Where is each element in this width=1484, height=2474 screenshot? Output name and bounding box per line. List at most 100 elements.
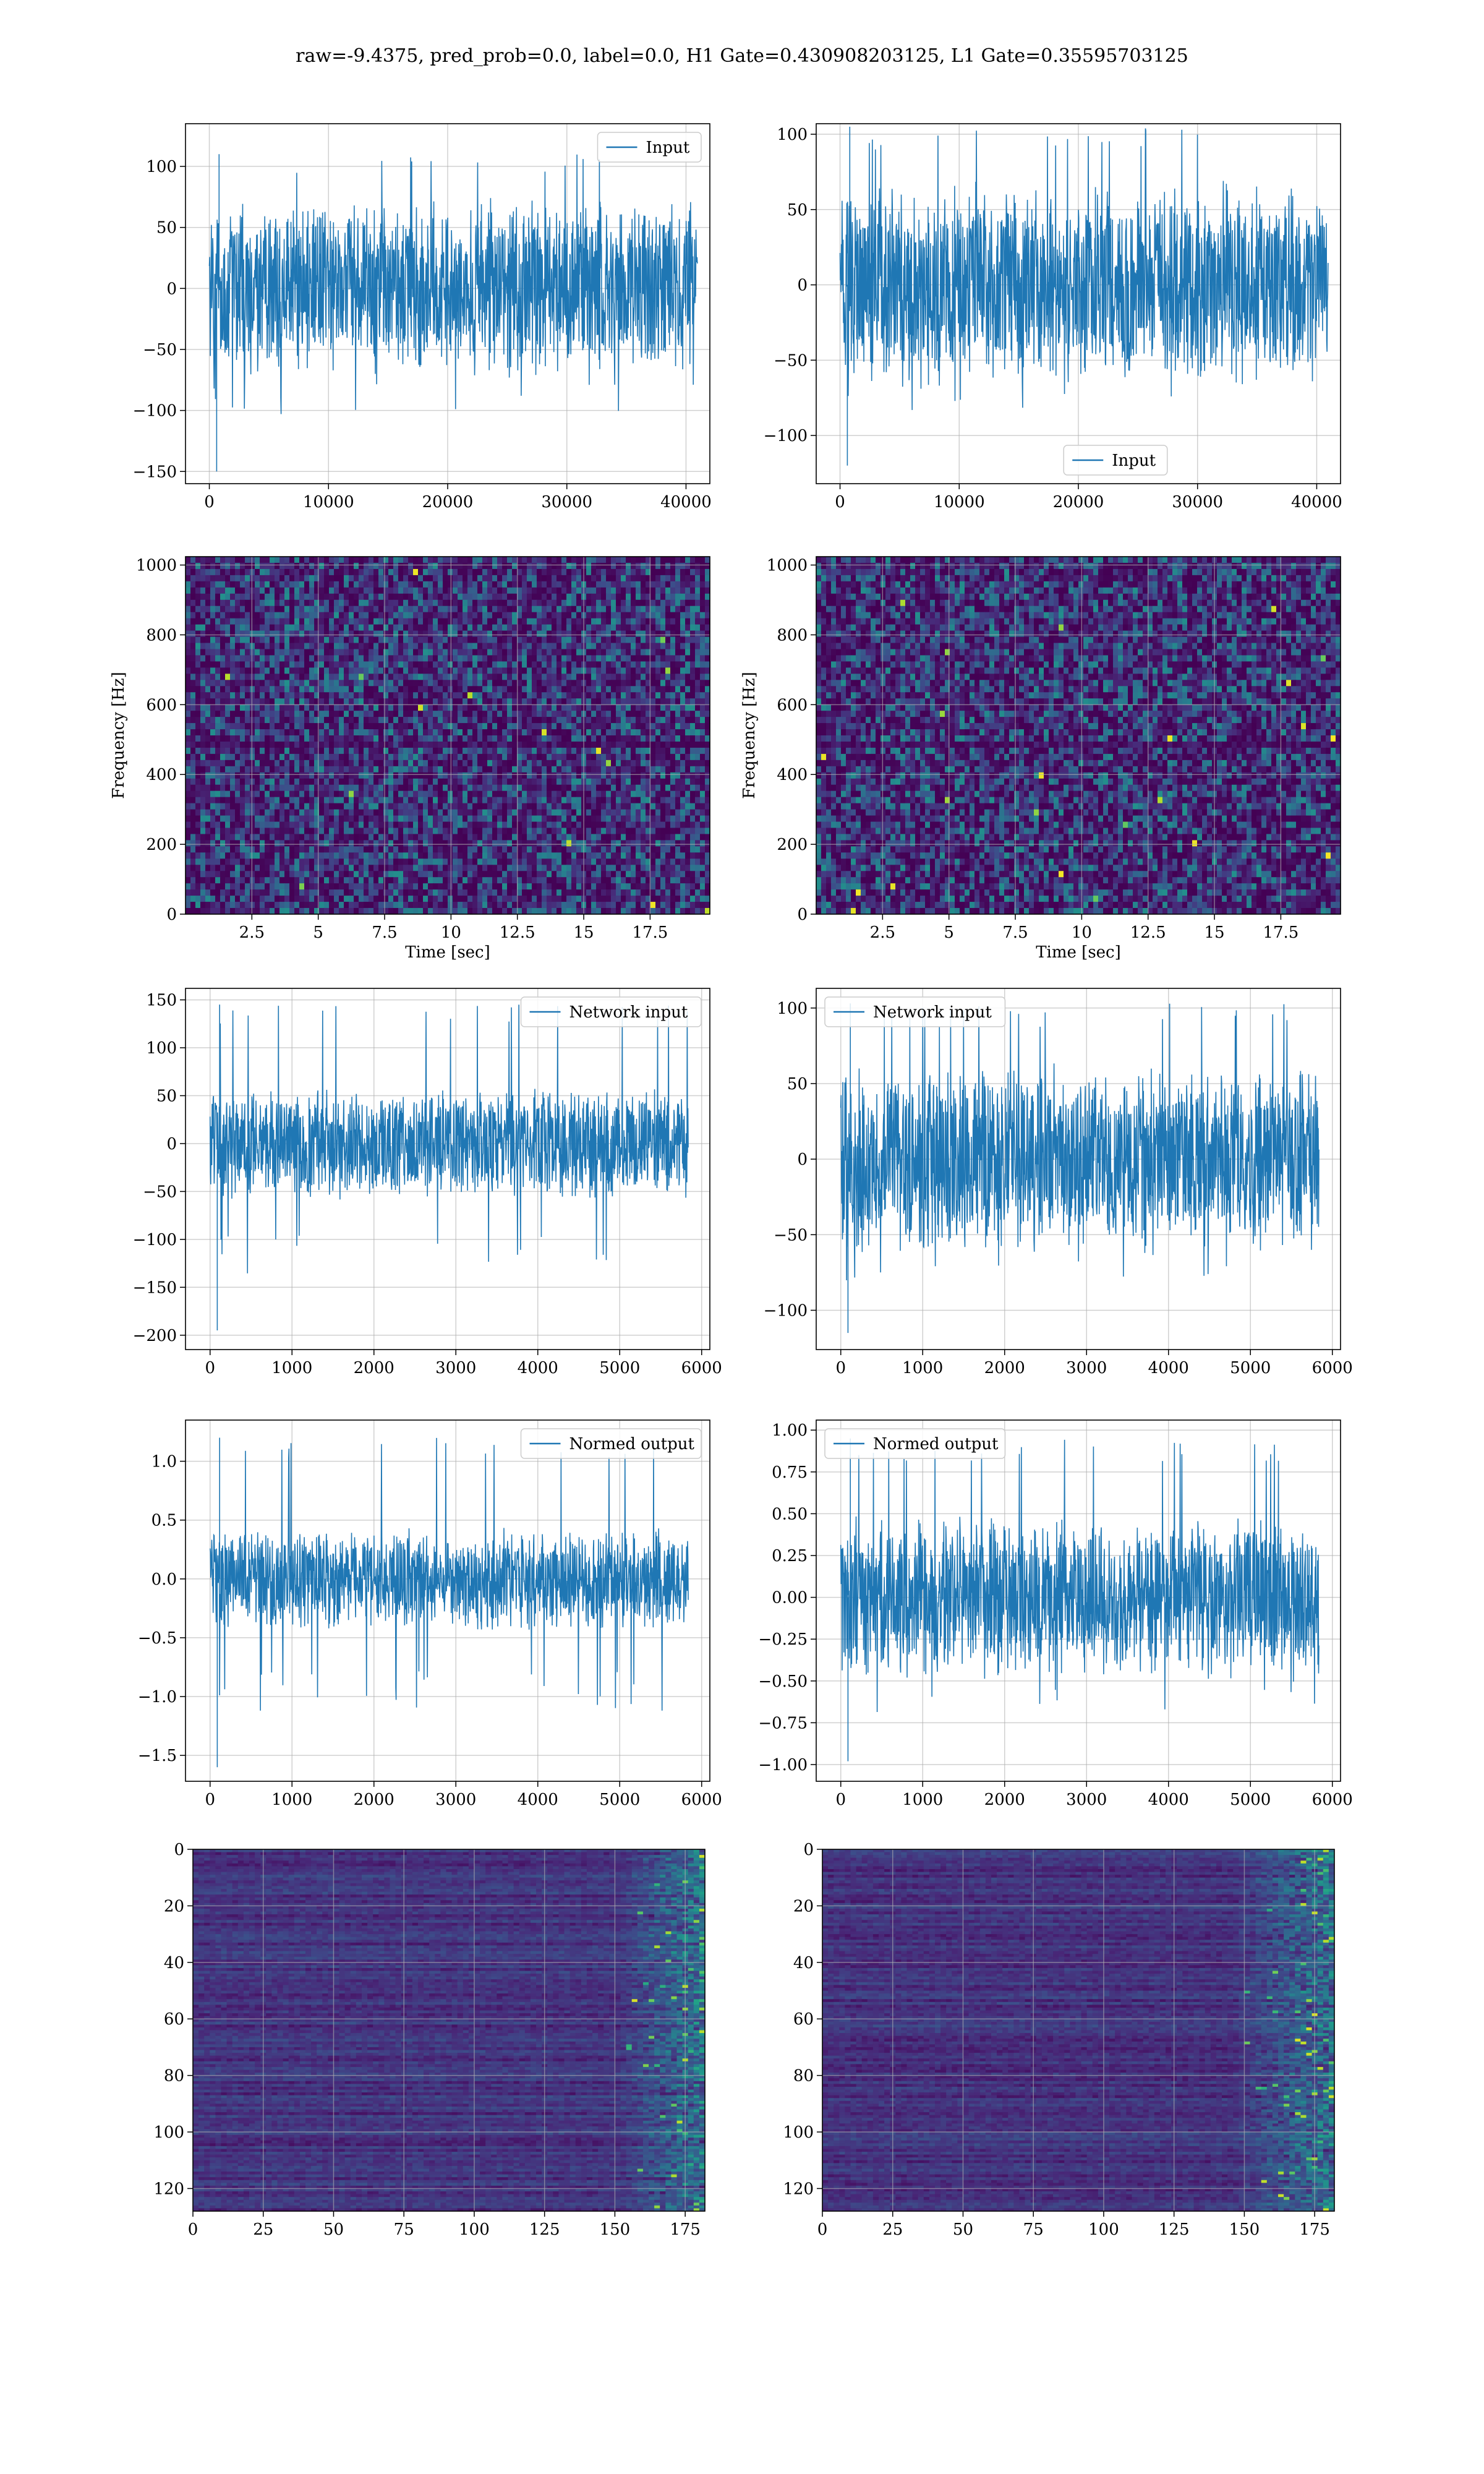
y-tick-label: 80 [793,2067,814,2086]
x-tick-label: 10 [1072,923,1092,942]
x-tick-label: 4000 [518,1359,558,1377]
y-tick-label: 20 [793,1897,814,1915]
y-axis-label: Frequency [Hz] [109,672,128,799]
legend-label: Normed output [873,1435,999,1453]
x-tick-label: 0 [205,1359,215,1377]
y-tick-label: 100 [777,999,808,1018]
y-tick-label: 0.5 [151,1512,177,1530]
x-tick-label: 100 [1088,2220,1119,2239]
y-tick-label: 120 [153,2180,184,2198]
y-axis-label: Frequency [Hz] [740,672,759,799]
y-tick-label: 600 [777,696,808,714]
legend: Normed output [825,1429,1005,1458]
legend: Network input [521,997,702,1027]
y-tick-label: 800 [146,626,177,644]
x-tick-label: 175 [670,2220,701,2239]
y-tick-label: 600 [146,696,177,714]
y-tick-label: −50 [143,341,177,359]
x-tick-label: 6000 [681,1359,722,1377]
x-tick-label: 10000 [934,493,985,511]
x-tick-label: 30000 [1172,493,1223,511]
y-tick-label: 800 [777,626,808,644]
x-tick-label: 2000 [354,1359,394,1377]
y-tick-label: 0.75 [772,1463,808,1482]
series-line [840,127,1328,466]
y-tick-label: −100 [764,1301,808,1320]
y-tick-label: 0.00 [772,1589,808,1607]
x-tick-label: 7.5 [372,923,397,942]
heatmap-cells [193,1849,706,2212]
y-tick-label: −200 [133,1327,177,1345]
x-tick-label: 40000 [660,493,712,511]
x-tick-label: 75 [1023,2220,1044,2239]
x-tick-label: 40000 [1291,493,1342,511]
x-tick-label: 2.5 [870,923,895,942]
x-tick-label: 2000 [984,1359,1025,1377]
grid-lines [186,988,710,1350]
legend: Input [1064,445,1167,475]
x-tick-label: 6000 [681,1791,722,1809]
figure-title: raw=-9.4375, pred_prob=0.0, label=0.0, H… [296,45,1188,67]
y-tick-label: 20 [164,1897,184,1915]
x-tick-label: 15 [574,923,594,942]
y-tick-label: 0 [174,1841,184,1859]
x-tick-label: 0 [835,493,845,511]
heatmap-cells [816,557,1341,915]
x-tick-label: 3000 [435,1791,476,1809]
y-tick-label: −100 [133,402,177,421]
y-tick-label: 0 [166,905,177,924]
y-tick-label: 120 [783,2180,814,2198]
legend-label: Input [1112,452,1156,470]
input-h1-panel: 0 10000 20000 30000 40000−150−100−50050100In… [133,124,712,511]
series-line [841,1439,1319,1761]
x-axis-label: Time [sec] [405,943,490,962]
x-tick-label: 0 [188,2220,198,2239]
x-tick-label: 5000 [1230,1359,1271,1377]
x-tick-label: 0 [835,1359,846,1377]
x-tick-label: 30000 [541,493,592,511]
y-tick-label: 400 [146,766,177,784]
y-tick-label: 60 [164,2010,184,2029]
x-tick-label: 3000 [435,1359,476,1377]
legend-label: Network input [569,1003,688,1022]
y-tick-label: 100 [146,158,177,176]
x-tick-label: 5000 [1230,1791,1271,1809]
heatmap-cells [186,557,710,915]
y-tick-label: 0.50 [772,1505,808,1523]
legend: Network input [825,997,1005,1027]
x-tick-label: 2000 [354,1791,394,1809]
y-tick-label: −0.75 [758,1714,808,1732]
y-tick-label: −1.00 [758,1756,808,1774]
y-tick-label: 0.25 [772,1547,808,1565]
x-tick-label: 3000 [1066,1791,1107,1809]
y-tick-label: 80 [164,2067,184,2086]
y-tick-label: 200 [146,836,177,854]
y-tick-label: 0 [797,276,808,295]
x-tick-label: 10000 [303,493,354,511]
x-tick-label: 75 [394,2220,414,2239]
y-tick-label: 100 [153,2123,184,2142]
y-tick-label: 1000 [767,557,808,575]
y-tick-label: 50 [156,1087,177,1105]
x-tick-label: 25 [253,2220,273,2239]
x-tick-label: 15 [1205,923,1225,942]
x-tick-label: 175 [1299,2220,1330,2239]
x-tick-label: 1000 [902,1359,943,1377]
legend-label: Input [646,139,690,157]
y-tick-label: 60 [793,2010,814,2029]
x-tick-label: 125 [1159,2220,1190,2239]
x-tick-label: 0 [204,493,215,511]
y-tick-label: 150 [146,991,177,1010]
y-tick-label: 100 [777,126,808,144]
x-tick-label: 3000 [1066,1359,1107,1377]
x-tick-label: 1000 [902,1791,943,1809]
y-tick-label: −0.5 [138,1629,177,1648]
y-tick-label: −50 [143,1183,177,1201]
legend-label: Network input [873,1003,992,1022]
y-tick-label: −100 [133,1231,177,1249]
y-tick-label: −150 [133,1278,177,1297]
x-tick-label: 25 [882,2220,903,2239]
